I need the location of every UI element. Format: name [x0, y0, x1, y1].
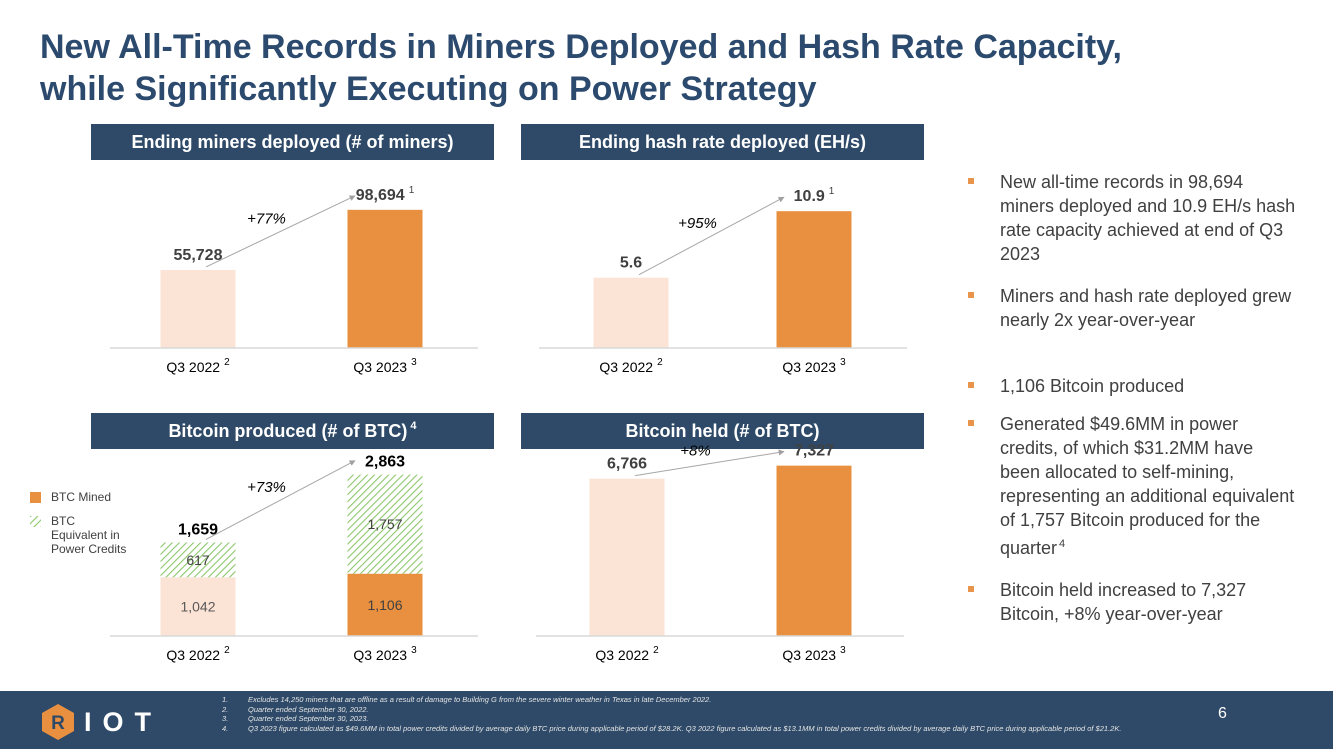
- footnote-text: Quarter ended September 30, 2022.: [248, 704, 369, 714]
- bar-btc-mined: [160, 577, 236, 636]
- footnote-text: Q3 2023 figure calculated as $49.6MM in …: [248, 723, 1122, 733]
- segment-label-credits: 617: [186, 552, 210, 568]
- bar-btc-credits: [160, 542, 236, 578]
- bullet-item: New all-time records in 98,694 miners de…: [968, 170, 1298, 266]
- segment-label-mined: 1,106: [367, 597, 402, 613]
- footnote-number: 4.: [222, 723, 229, 733]
- bullet-marker: [968, 420, 974, 426]
- legend-swatch-credits: [30, 516, 41, 527]
- bullet-item: Miners and hash rate deployed grew nearl…: [968, 284, 1298, 332]
- bullet-item: Generated $49.6MM in power credits, of w…: [968, 412, 1298, 560]
- footer-bar: R IOT 1. Excludes 14,250 miners that are …: [0, 691, 1333, 749]
- bullet-item: Bitcoin held increased to 7,327 Bitcoin,…: [968, 578, 1298, 626]
- bar: [589, 478, 665, 636]
- bullet-sup: 4: [1059, 538, 1066, 550]
- total-label: 1,659: [178, 521, 218, 538]
- chart-legend: BTC Mined BTC Equivalent in Power Credit…: [30, 490, 126, 566]
- page-title: New All-Time Records in Miners Deployed …: [40, 26, 1240, 110]
- value-label: 7,327: [794, 443, 834, 460]
- bar-btc-mined: [347, 573, 423, 636]
- footnote: 3. Quarter ended September 30, 2023.: [222, 714, 1182, 724]
- segment-label-credits: 1,757: [367, 516, 402, 532]
- bullet-marker: [968, 382, 974, 388]
- value-label: 55,728: [174, 247, 223, 264]
- panel-header-sup: 4: [410, 420, 417, 432]
- title-line-2: while Significantly Executing on Power S…: [40, 70, 817, 108]
- svg-text:R: R: [51, 713, 65, 734]
- bar: [160, 269, 236, 348]
- bullet-text: Bitcoin held increased to 7,327 Bitcoin,…: [1000, 580, 1247, 624]
- title-line-1: New All-Time Records in Miners Deployed …: [40, 28, 1122, 66]
- growth-arrow: [205, 195, 356, 268]
- panel-header-hashrate: Ending hash rate deployed (EH/s): [521, 124, 924, 160]
- panel-header-btc-produced: Bitcoin produced (# of BTC) 4: [91, 413, 494, 449]
- category-label: Q3 2022 2: [166, 357, 230, 375]
- legend-label-credits-1: BTC: [51, 514, 75, 528]
- value-label: 5.6: [620, 255, 642, 272]
- footnote-number: 1.: [222, 695, 229, 704]
- legend-label-credits-3: Power Credits: [51, 542, 127, 556]
- panel-header-text: Bitcoin produced (# of BTC): [168, 420, 408, 441]
- footnote: 1. Excludes 14,250 miners that are offlin…: [222, 695, 1182, 705]
- segment-label-mined: 1,042: [180, 599, 215, 615]
- bullet-text: Miners and hash rate deployed grew nearl…: [1000, 286, 1292, 330]
- legend-label-credits: BTC Equivalent in Power Credits: [51, 514, 126, 556]
- bullet-text: 1,106 Bitcoin produced: [1000, 376, 1185, 396]
- bullet-marker: [968, 586, 974, 592]
- footnote-number: 2.: [222, 704, 229, 714]
- category-label: Q3 2023 3: [353, 357, 417, 375]
- bar-btc-credits: [347, 474, 423, 574]
- footnote-number: 3.: [222, 714, 229, 723]
- footnote-text: Excludes 14,250 miners that are offline …: [248, 695, 712, 704]
- total-label: 2,863: [365, 454, 405, 471]
- panel-header-btc-held: Bitcoin held (# of BTC): [521, 413, 924, 449]
- category-label: Q3 2023 3: [353, 645, 417, 663]
- bullet-marker: [968, 178, 974, 184]
- riot-logo-text: IOT: [84, 706, 162, 737]
- category-label: Q3 2022 2: [595, 645, 659, 663]
- riot-logo-icon: R: [42, 704, 74, 740]
- legend-item-btc-mined: BTC Mined: [30, 490, 126, 504]
- footnote-text: Quarter ended September 30, 2023.: [248, 714, 369, 723]
- legend-item-power-credits: BTC Equivalent in Power Credits: [30, 514, 126, 556]
- panel-header-text: Bitcoin held (# of BTC): [625, 420, 820, 441]
- category-label: Q3 2023 3: [782, 357, 846, 375]
- page-number: 6: [1218, 705, 1227, 722]
- riot-logo: R IOT: [40, 703, 162, 741]
- growth-label: +8%: [680, 443, 710, 460]
- bar: [347, 209, 423, 348]
- footnotes: 1. Excludes 14,250 miners that are offlin…: [222, 695, 1182, 733]
- summary-bullets: New all-time records in 98,694 miners de…: [968, 170, 1298, 626]
- bullet-item: 1,106 Bitcoin produced: [968, 374, 1298, 398]
- value-label: 10.9 1: [794, 186, 835, 205]
- panel-header-miners: Ending miners deployed (# of miners): [91, 124, 494, 160]
- legend-label-credits-2: Equivalent in: [51, 528, 120, 542]
- category-label: Q3 2022 2: [599, 357, 663, 375]
- growth-arrow: [634, 449, 785, 477]
- footnote: 4. Q3 2023 figure calculated as $49.6MM i…: [222, 724, 1182, 734]
- value-label: 98,694 1: [356, 185, 415, 204]
- footnote: 2. Quarter ended September 30, 2022.: [222, 705, 1182, 715]
- growth-arrow: [638, 196, 785, 276]
- panel-header-text: Ending miners deployed (# of miners): [131, 131, 454, 152]
- growth-arrow: [205, 460, 356, 540]
- category-label: Q3 2023 3: [782, 645, 846, 663]
- growth-label: +77%: [247, 210, 286, 227]
- legend-swatch-mined: [30, 492, 41, 503]
- bullet-text: Generated $49.6MM in power credits, of w…: [1000, 414, 1295, 558]
- bar: [593, 277, 669, 348]
- category-label: Q3 2022 2: [166, 645, 230, 663]
- bar: [776, 211, 852, 348]
- value-label: 6,766: [607, 456, 647, 473]
- legend-label-mined: BTC Mined: [51, 490, 112, 504]
- panel-header-text: Ending hash rate deployed (EH/s): [578, 131, 867, 152]
- growth-label: +95%: [678, 215, 717, 232]
- bullet-text: New all-time records in 98,694 miners de…: [1000, 172, 1296, 264]
- growth-label: +73%: [247, 479, 286, 496]
- bullet-marker: [968, 292, 974, 298]
- bar: [776, 465, 852, 636]
